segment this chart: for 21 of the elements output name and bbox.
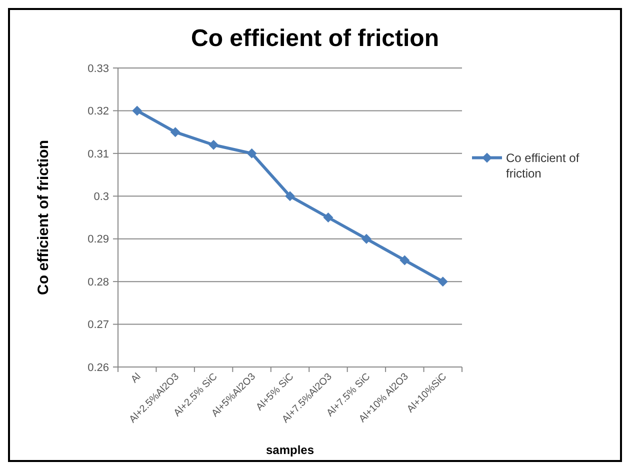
point: [170, 127, 180, 138]
point: [323, 212, 334, 222]
point: [132, 106, 142, 116]
point: [246, 148, 257, 158]
legend-label: Co efficient of friction: [506, 150, 580, 180]
y-tick-label: 0.31: [88, 148, 109, 160]
y-tick-label: 0.29: [88, 234, 109, 246]
point: [285, 191, 295, 202]
y-tick-label: 0.3: [94, 190, 109, 203]
chart-title: Co efficient of friction: [191, 25, 439, 52]
point: [400, 255, 410, 266]
point: [438, 276, 448, 287]
point: [208, 140, 219, 150]
y-tick-label: 0.32: [88, 106, 109, 118]
x-axis-title: samples: [266, 443, 314, 457]
y-tick-label: 0.27: [88, 319, 109, 332]
y-tick-label: 0.26: [88, 362, 109, 374]
y-tick-label: 0.28: [88, 276, 109, 288]
y-axis-title: Co efficient of friction: [35, 140, 52, 295]
y-tick-label: 0.33: [88, 62, 109, 75]
point: [361, 234, 372, 244]
